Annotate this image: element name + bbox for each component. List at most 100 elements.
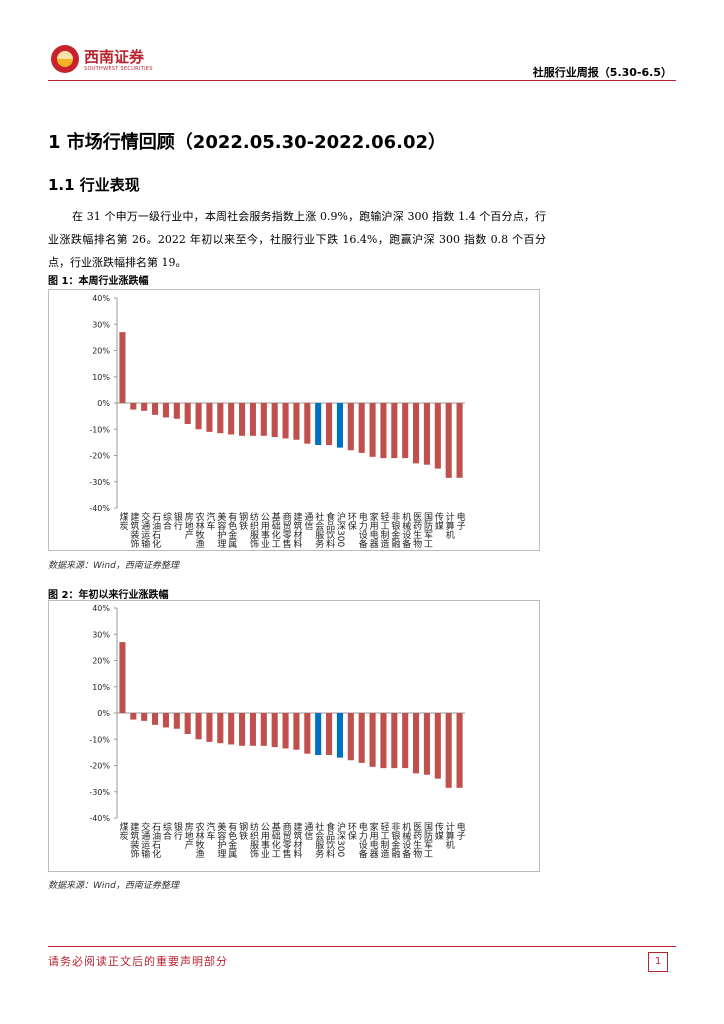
x-tick-label: 公用事业 xyxy=(259,512,270,548)
bar xyxy=(260,713,267,746)
y-tick-label: 30% xyxy=(92,320,110,329)
x-tick-label: 社会服务 xyxy=(313,511,324,549)
x-tick-label: 建筑装饰 xyxy=(128,821,139,859)
y-tick-label: -40% xyxy=(89,504,110,513)
x-tick-label: 非银金融 xyxy=(389,821,400,859)
bar xyxy=(195,403,202,430)
y-tick-label: 20% xyxy=(92,347,110,356)
y-tick-label: 10% xyxy=(92,683,110,692)
x-tick-label: 医药生物 xyxy=(411,512,422,549)
x-tick-label: 家用电器 xyxy=(368,821,379,858)
bar xyxy=(326,713,333,755)
x-tick-label: 商贸零售 xyxy=(281,821,292,859)
y-tick-label: 40% xyxy=(92,294,110,303)
bar xyxy=(391,713,398,769)
x-tick-label: 综合 xyxy=(161,511,172,531)
chart: -40% -30% -20% -10% 0% 10% 20% 30% 40% 煤炭 建筑装饰 交通运输… xyxy=(89,294,466,549)
x-tick-label: 基础化工 xyxy=(270,511,281,548)
subsection-title: 1.1 行业表现 xyxy=(48,176,140,194)
y-tick-label: -10% xyxy=(89,735,110,744)
x-tick-label: 有色金属 xyxy=(226,511,237,549)
bar xyxy=(184,713,191,734)
bar xyxy=(456,403,463,478)
bar xyxy=(336,403,343,448)
y-tick-label: 30% xyxy=(92,630,110,639)
bar xyxy=(423,713,430,775)
y-tick-label: -30% xyxy=(89,788,110,797)
bar xyxy=(369,403,376,457)
x-tick-label: 传媒 xyxy=(433,821,444,841)
x-tick-label: 社会服务 xyxy=(313,821,324,859)
bar xyxy=(260,403,267,436)
header-rule xyxy=(48,80,676,81)
y-tick-label: -30% xyxy=(89,478,110,487)
x-tick-label: 石油石化 xyxy=(150,512,161,549)
bar xyxy=(195,713,202,740)
x-tick-label: 煤炭 xyxy=(117,821,128,841)
x-tick-label: 计算机 xyxy=(444,821,455,850)
y-tick-label: 20% xyxy=(92,657,110,666)
x-tick-label: 国防军工 xyxy=(422,822,433,858)
bar xyxy=(315,403,322,445)
y-tick-label: -20% xyxy=(89,452,110,461)
x-tick-label: 汽车 xyxy=(204,821,215,841)
x-tick-label: 建筑装饰 xyxy=(128,511,139,549)
bar xyxy=(358,403,365,453)
x-tick-label: 农林牧渔 xyxy=(194,511,205,548)
figure-caption: 图 2：年初以来行业涨跌幅 xyxy=(48,590,169,601)
bar xyxy=(304,403,311,444)
bar xyxy=(413,713,420,774)
bar xyxy=(402,403,409,459)
x-tick-label: 电子 xyxy=(455,511,466,530)
figure-source: 数据来源：Wind，西南证券整理 xyxy=(48,561,179,571)
bar xyxy=(456,713,463,788)
bar xyxy=(206,403,213,432)
bar xyxy=(380,403,387,459)
bar xyxy=(434,713,441,779)
x-tick-label: 非银金融 xyxy=(389,511,400,549)
x-tick-label: 轻工制造 xyxy=(378,821,389,859)
x-tick-label: 房地产 xyxy=(183,821,194,850)
x-tick-label: 家用电器 xyxy=(368,511,379,548)
bar xyxy=(141,713,148,721)
x-tick-label: 有色金属 xyxy=(226,821,237,859)
x-tick-label: 食品饮料 xyxy=(324,511,335,549)
bar xyxy=(391,403,398,459)
bar xyxy=(380,713,387,769)
figure-source: 数据来源：Wind，西南证券整理 xyxy=(48,881,179,891)
bar xyxy=(445,403,452,478)
bar xyxy=(130,403,137,410)
logo-subtext: SOUTHWEST SECURITIES xyxy=(84,66,153,72)
x-tick-label: 机械设备 xyxy=(400,821,411,858)
bar xyxy=(119,332,126,403)
bar xyxy=(217,713,224,744)
logo-text: 西南证券 xyxy=(84,48,145,66)
x-tick-label: 房地产 xyxy=(183,511,194,540)
x-tick-label: 美容护理 xyxy=(215,821,226,858)
x-tick-label: 建筑材料 xyxy=(291,511,302,549)
x-tick-label: 交通运输 xyxy=(139,511,150,549)
bar xyxy=(239,713,246,746)
bar xyxy=(162,403,169,418)
x-tick-label: 传媒 xyxy=(433,511,444,531)
bar xyxy=(423,403,430,465)
paragraph: 在 31 个申万一级行业中，本周社会服务指数上涨 0.9%，跑输沪深 300 指… xyxy=(48,210,546,269)
bar xyxy=(402,713,409,769)
y-tick-label: -40% xyxy=(89,814,110,823)
y-tick-label: 0% xyxy=(97,399,110,408)
report-title: 社服行业周报（5.30-6.5） xyxy=(532,66,672,79)
x-tick-label: 电力设备 xyxy=(357,511,368,548)
x-tick-label: 沪深300 xyxy=(335,821,346,858)
y-tick-label: -20% xyxy=(89,762,110,771)
bar xyxy=(369,713,376,767)
bar xyxy=(282,403,289,439)
x-tick-label: 机械设备 xyxy=(400,511,411,548)
x-tick-label: 农林牧渔 xyxy=(194,821,205,858)
bar xyxy=(434,403,441,469)
logo-mark xyxy=(51,45,79,73)
bar xyxy=(347,713,354,761)
x-tick-label: 钢铁 xyxy=(237,511,248,531)
bar xyxy=(152,403,159,415)
bar xyxy=(206,713,213,742)
bar xyxy=(119,642,126,713)
